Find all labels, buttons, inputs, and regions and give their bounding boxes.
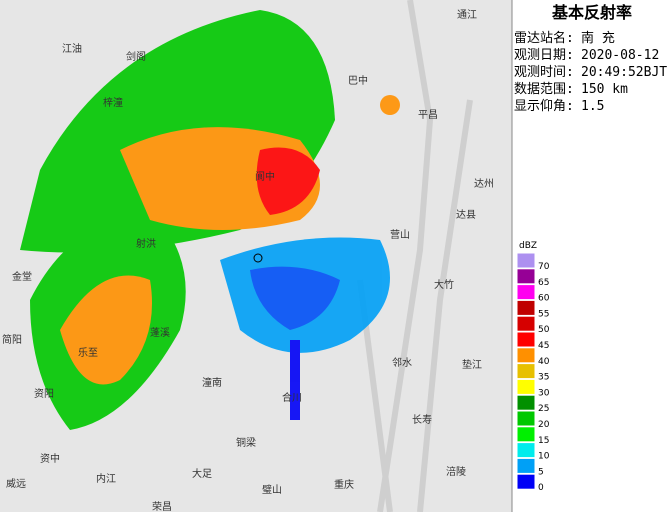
- city-label: 乐至: [78, 347, 98, 359]
- city-label: 达县: [456, 209, 476, 221]
- city-label: 金堂: [12, 270, 32, 283]
- legend-swatch: [516, 363, 536, 380]
- side-panel: [512, 0, 672, 512]
- city-label: 简阳: [2, 333, 22, 346]
- city-label: 达州: [474, 178, 494, 190]
- city-label: 铜梁: [236, 436, 256, 449]
- legend-label: 65: [538, 278, 549, 288]
- legend-swatch: [516, 299, 536, 316]
- legend-label: 50: [538, 325, 550, 335]
- city-label: 资中: [40, 452, 60, 465]
- legend-swatch: [516, 315, 536, 332]
- legend-label: 5: [538, 467, 544, 477]
- legend-swatch: [516, 457, 536, 474]
- city-label: 涪陵: [446, 465, 466, 478]
- legend-label: 30: [538, 388, 550, 398]
- city-label: 威远: [6, 477, 26, 490]
- legend-swatch: [516, 268, 536, 285]
- legend-swatch: [516, 473, 536, 490]
- city-label: 阆中: [255, 170, 275, 183]
- info-label: 显示仰角:: [514, 99, 574, 114]
- info-value: 20:49:52BJT: [581, 65, 667, 80]
- legend-label: 70: [538, 262, 550, 272]
- legend-swatch: [516, 426, 536, 443]
- city-label: 长寿: [412, 413, 432, 426]
- city-label: 梓潼: [103, 96, 123, 109]
- legend-label: 45: [538, 341, 549, 351]
- city-label: 荣昌: [152, 501, 172, 512]
- city-label: 剑阁: [126, 50, 146, 63]
- city-label: 大足: [192, 467, 212, 480]
- city-label: 营山: [390, 228, 410, 241]
- radar-site: [253, 253, 263, 263]
- legend-label: 10: [538, 452, 550, 462]
- title: 基本反射率: [551, 3, 632, 22]
- info-label: 观测时间:: [514, 65, 574, 80]
- city-label: 江油: [62, 42, 82, 55]
- legend-swatch: [516, 410, 536, 427]
- city-label: 内江: [96, 472, 116, 485]
- city-label: 重庆: [334, 478, 354, 491]
- legend-label: 20: [538, 420, 550, 430]
- city-label: 蓬溪: [150, 327, 170, 339]
- legend-swatch: [516, 284, 536, 301]
- legend-label: 35: [538, 373, 549, 383]
- city-label: 射洪: [136, 238, 156, 250]
- info-value: 150 km: [581, 82, 628, 97]
- city-label: 资阳: [34, 388, 54, 400]
- city-label: 平昌: [418, 109, 438, 121]
- legend-swatch: [516, 331, 536, 348]
- legend-label: 15: [538, 436, 549, 446]
- city-label: 合川: [282, 391, 302, 404]
- city-label: 璧山: [262, 483, 282, 496]
- city-label: 垫江: [462, 358, 482, 371]
- legend-unit: dBZ: [519, 241, 537, 251]
- city-label: 通江: [457, 9, 477, 21]
- info-value: 南 充: [581, 30, 615, 46]
- city-label: 潼南: [202, 376, 222, 389]
- legend-label: 60: [538, 294, 550, 304]
- legend-swatch: [516, 347, 536, 364]
- legend-swatch: [516, 378, 536, 395]
- legend-label: 40: [538, 357, 550, 367]
- city-label: 巴中: [348, 74, 368, 87]
- legend-label: 0: [538, 483, 544, 493]
- info-value: 1.5: [581, 99, 604, 114]
- info-value: 2020-08-12: [581, 48, 659, 63]
- info-label: 观测日期:: [514, 48, 574, 63]
- legend-swatch: [516, 442, 536, 459]
- legend-label: 25: [538, 404, 549, 414]
- city-label: 大竹: [434, 278, 454, 291]
- city-label: 邻水: [392, 356, 412, 369]
- echoes: [20, 10, 400, 430]
- legend-swatch: [516, 252, 536, 269]
- legend-label: 55: [538, 309, 549, 319]
- legend-swatch: [516, 394, 536, 411]
- info-label: 雷达站名:: [514, 30, 574, 46]
- info-label: 数据范围:: [514, 82, 574, 97]
